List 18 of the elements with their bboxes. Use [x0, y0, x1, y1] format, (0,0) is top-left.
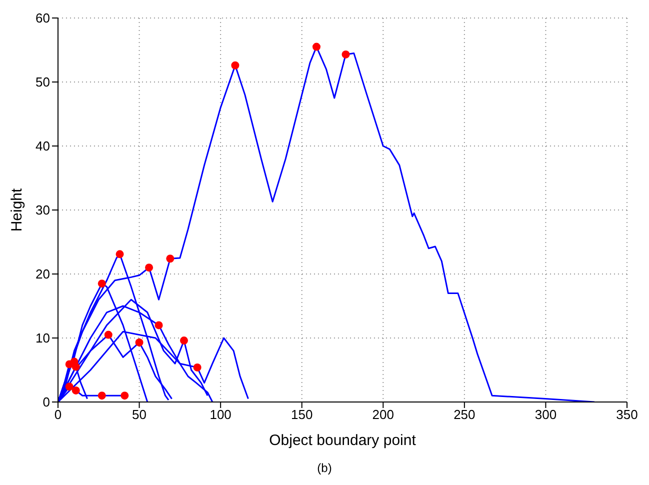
x-axis-title: Object boundary point: [269, 432, 417, 449]
y-tick-label: 50: [36, 74, 50, 90]
y-tick-label: 20: [36, 266, 50, 282]
x-tick-label: 300: [534, 407, 557, 422]
y-tick-label: 0: [42, 394, 50, 410]
y-tick-label: 30: [36, 202, 50, 218]
x-tick-label: 0: [54, 407, 62, 422]
x-tick-label: 350: [616, 407, 638, 422]
x-tick-label: 150: [291, 407, 313, 422]
text: (b): [316, 461, 333, 475]
y-tick-label: 10: [36, 330, 50, 346]
x-tick-label: 200: [372, 407, 394, 422]
y-tick-label: 40: [36, 138, 50, 154]
x-tick-label: 50: [132, 407, 147, 422]
y-tick-label: 60: [36, 10, 50, 26]
x-tick-label: 100: [210, 407, 232, 422]
y-axis-title: Height: [8, 187, 26, 232]
x-tick-label: 250: [454, 407, 476, 422]
